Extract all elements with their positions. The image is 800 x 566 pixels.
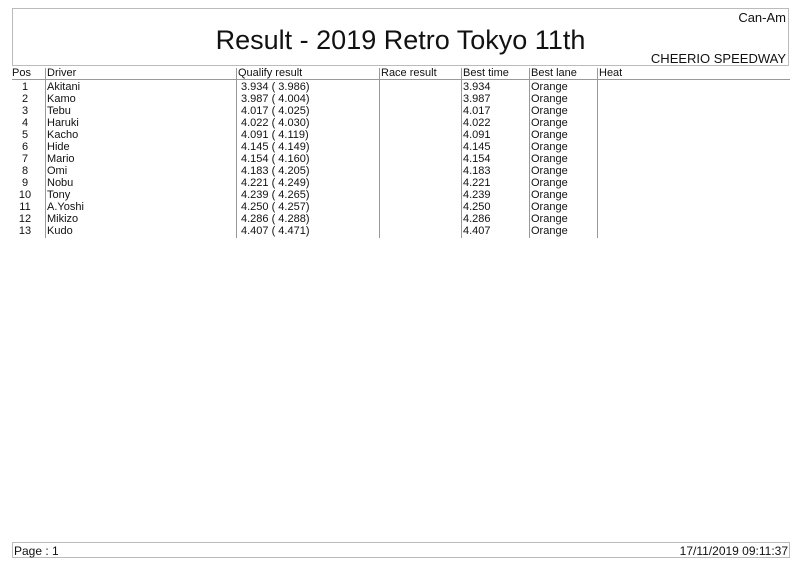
cell-best-time: 4.239 xyxy=(463,189,491,201)
cell-pos: 7 xyxy=(21,153,29,165)
cell-best-lane: Orange xyxy=(531,117,568,129)
cell-pos: 13 xyxy=(18,225,32,237)
cell-qualify: 3.987 ( 4.004) xyxy=(241,93,310,105)
cell-pos: 9 xyxy=(21,177,29,189)
report-header: Result - 2019 Retro Tokyo 11th Can-Am CH… xyxy=(12,8,789,66)
cell-driver: Kamo xyxy=(47,93,76,105)
cell-qualify: 4.091 ( 4.119) xyxy=(241,129,309,141)
cell-best-lane: Orange xyxy=(531,129,568,141)
cell-pos: 2 xyxy=(21,93,29,105)
column-header-heat: Heat xyxy=(599,67,623,79)
column-divider xyxy=(45,68,46,238)
cell-driver: Mikizo xyxy=(47,213,79,225)
cell-best-lane: Orange xyxy=(531,213,568,225)
cell-driver: Tebu xyxy=(47,105,71,117)
cell-best-time: 4.221 xyxy=(463,177,491,189)
cell-best-lane: Orange xyxy=(531,189,568,201)
column-divider xyxy=(379,68,380,238)
column-divider xyxy=(597,68,598,238)
cell-qualify: 4.250 ( 4.257) xyxy=(241,201,310,213)
cell-pos: 10 xyxy=(18,189,32,201)
cell-best-time: 4.154 xyxy=(463,153,491,165)
column-divider xyxy=(461,68,462,238)
cell-pos: 11 xyxy=(19,201,31,213)
venue-name: CHEERIO SPEEDWAY xyxy=(650,51,786,66)
column-header-pos: Pos xyxy=(12,67,31,79)
cell-best-lane: Orange xyxy=(531,93,568,105)
column-divider xyxy=(236,68,237,238)
cell-qualify: 4.183 ( 4.205) xyxy=(241,165,310,177)
cell-best-lane: Orange xyxy=(531,105,568,117)
cell-best-lane: Orange xyxy=(531,141,568,153)
cell-best-lane: Orange xyxy=(531,81,568,93)
cell-best-time: 4.286 xyxy=(463,213,491,225)
header-divider xyxy=(12,79,790,80)
column-header-qualify: Qualify result xyxy=(238,67,303,79)
cell-best-time: 4.250 xyxy=(463,201,491,213)
cell-pos: 5 xyxy=(21,129,29,141)
cell-best-time: 4.407 xyxy=(463,225,491,237)
cell-qualify: 4.221 ( 4.249) xyxy=(241,177,310,189)
cell-best-lane: Orange xyxy=(531,165,568,177)
cell-qualify: 4.239 ( 4.265) xyxy=(241,189,310,201)
cell-qualify: 4.017 ( 4.025) xyxy=(241,105,310,117)
cell-best-lane: Orange xyxy=(531,225,568,237)
column-header-best-lane: Best lane xyxy=(531,67,577,79)
cell-qualify: 4.407 ( 4.471) xyxy=(241,225,310,237)
cell-driver: Akitani xyxy=(47,81,81,93)
cell-qualify: 4.022 ( 4.030) xyxy=(241,117,310,129)
cell-pos: 3 xyxy=(21,105,29,117)
column-header-best-time: Best time xyxy=(463,67,509,79)
report-footer: Page : 1 17/11/2019 09:11:37 xyxy=(12,542,790,558)
cell-driver: Kacho xyxy=(47,129,79,141)
page-number: Page : 1 xyxy=(14,544,59,558)
cell-driver: Haruki xyxy=(47,117,79,129)
cell-pos: 12 xyxy=(18,213,32,225)
cell-best-time: 4.183 xyxy=(463,165,491,177)
cell-best-lane: Orange xyxy=(531,201,568,213)
cell-driver: Kudo xyxy=(47,225,73,237)
cell-best-time: 4.017 xyxy=(463,105,491,117)
print-timestamp: 17/11/2019 09:11:37 xyxy=(679,544,788,558)
cell-qualify: 3.934 ( 3.986) xyxy=(241,81,310,93)
cell-driver: Tony xyxy=(47,189,71,201)
cell-best-time: 3.934 xyxy=(463,81,491,93)
cell-pos: 4 xyxy=(21,117,29,129)
column-header-race: Race result xyxy=(381,67,437,79)
column-divider xyxy=(529,68,530,238)
cell-driver: Nobu xyxy=(47,177,74,189)
cell-best-time: 4.091 xyxy=(463,129,491,141)
cell-driver: Hide xyxy=(47,141,70,153)
cell-qualify: 4.286 ( 4.288) xyxy=(241,213,310,225)
report-title: Result - 2019 Retro Tokyo 11th xyxy=(215,25,586,55)
cell-best-time: 4.022 xyxy=(463,117,491,129)
column-header-driver: Driver xyxy=(47,67,77,79)
cell-driver: Omi xyxy=(47,165,68,177)
cell-pos: 1 xyxy=(21,81,29,93)
cell-best-time: 3.987 xyxy=(463,93,491,105)
cell-best-lane: Orange xyxy=(531,177,568,189)
cell-best-lane: Orange xyxy=(531,153,568,165)
cell-pos: 6 xyxy=(21,141,29,153)
cell-qualify: 4.154 ( 4.160) xyxy=(241,153,310,165)
race-category: Can-Am xyxy=(738,10,786,25)
cell-qualify: 4.145 ( 4.149) xyxy=(241,141,310,153)
cell-best-time: 4.145 xyxy=(463,141,491,153)
cell-driver: A.Yoshi xyxy=(47,201,84,213)
cell-driver: Mario xyxy=(47,153,75,165)
cell-pos: 8 xyxy=(21,165,29,177)
